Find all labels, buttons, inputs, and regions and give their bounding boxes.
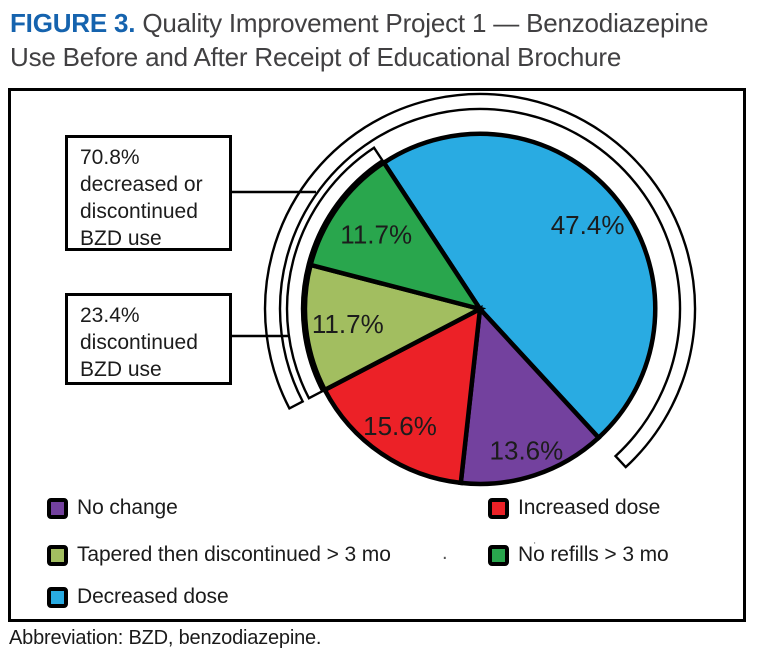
- callout-line: BZD use: [80, 358, 162, 381]
- figure-title-line1: Quality Improvement Project 1 — Benzodia…: [142, 8, 709, 38]
- abbreviation-note: Abbreviation: BZD, benzodiazepine.: [9, 627, 322, 649]
- callout-line: decreased or: [80, 173, 203, 196]
- callout-line: discontinued: [80, 200, 198, 223]
- figure-title-line2: Use Before and After Receipt of Educatio…: [10, 42, 622, 72]
- callout-line: BZD use: [80, 227, 162, 250]
- callout-70-8-decreased-or-discontinued: 70.8% decreased or discontinued BZD use: [65, 135, 232, 251]
- callout-line: 23.4%: [80, 304, 140, 327]
- callout-line: 70.8%: [80, 146, 140, 169]
- figure-number-label: FIGURE 3.: [10, 8, 136, 38]
- stray-mark: ˙: [533, 540, 538, 555]
- callout-23-4-discontinued: 23.4% discontinued BZD use: [65, 293, 232, 385]
- figure-title: FIGURE 3. Quality Improvement Project 1 —…: [10, 6, 755, 74]
- stray-mark: .: [442, 542, 448, 564]
- callout-line: discontinued: [80, 331, 198, 354]
